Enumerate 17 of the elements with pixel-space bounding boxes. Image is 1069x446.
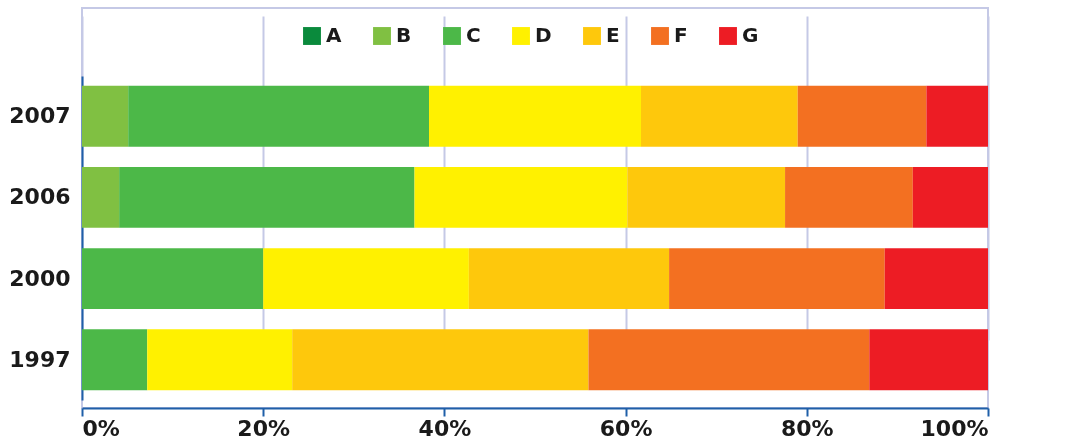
x-tick-label: 40% bbox=[418, 415, 472, 441]
x-tick-label: 100% bbox=[920, 415, 989, 441]
y-tick-label: 2000 bbox=[9, 265, 71, 291]
y-tick-label: 1997 bbox=[9, 346, 71, 372]
legend-label: F bbox=[674, 23, 688, 47]
legend-label: A bbox=[326, 23, 342, 47]
legend-label: C bbox=[466, 23, 481, 47]
legend-label: B bbox=[396, 23, 412, 47]
y-tick-label: 2006 bbox=[9, 184, 71, 210]
y-tick-label: 2007 bbox=[9, 103, 71, 129]
x-tick-label: 0% bbox=[82, 415, 120, 441]
x-tick-label: 80% bbox=[780, 415, 834, 441]
legend-label: E bbox=[606, 23, 620, 47]
legend-label: D bbox=[535, 23, 552, 47]
x-tick-label: 20% bbox=[237, 415, 291, 441]
x-tick-label: 60% bbox=[599, 415, 653, 441]
legend-label: G bbox=[742, 23, 759, 47]
